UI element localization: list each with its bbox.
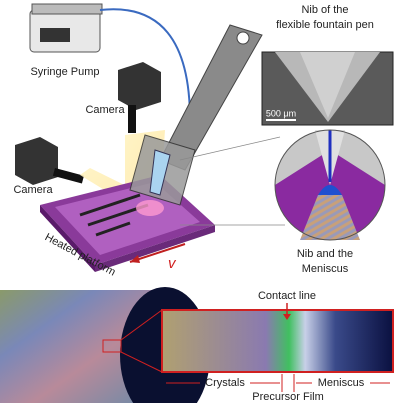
- meniscus-inset: [274, 129, 386, 241]
- label: Nib of the: [301, 4, 348, 16]
- label: Syringe Pump: [30, 66, 99, 78]
- micrographs: [0, 287, 394, 403]
- label: Crystals: [205, 377, 245, 389]
- label: Meniscus: [302, 263, 349, 275]
- apparatus: [15, 3, 263, 272]
- label: Contact line: [258, 290, 316, 302]
- scale-label: 500 μm: [266, 108, 296, 118]
- label: Camera: [13, 184, 53, 196]
- label: Precursor Film: [252, 391, 324, 403]
- label: flexible fountain pen: [276, 19, 374, 31]
- velocity-label: v: [168, 255, 177, 272]
- label: Nib and the: [297, 248, 353, 260]
- nib-inset: [179, 51, 394, 226]
- label: Camera: [85, 104, 125, 116]
- label: Meniscus: [318, 377, 365, 389]
